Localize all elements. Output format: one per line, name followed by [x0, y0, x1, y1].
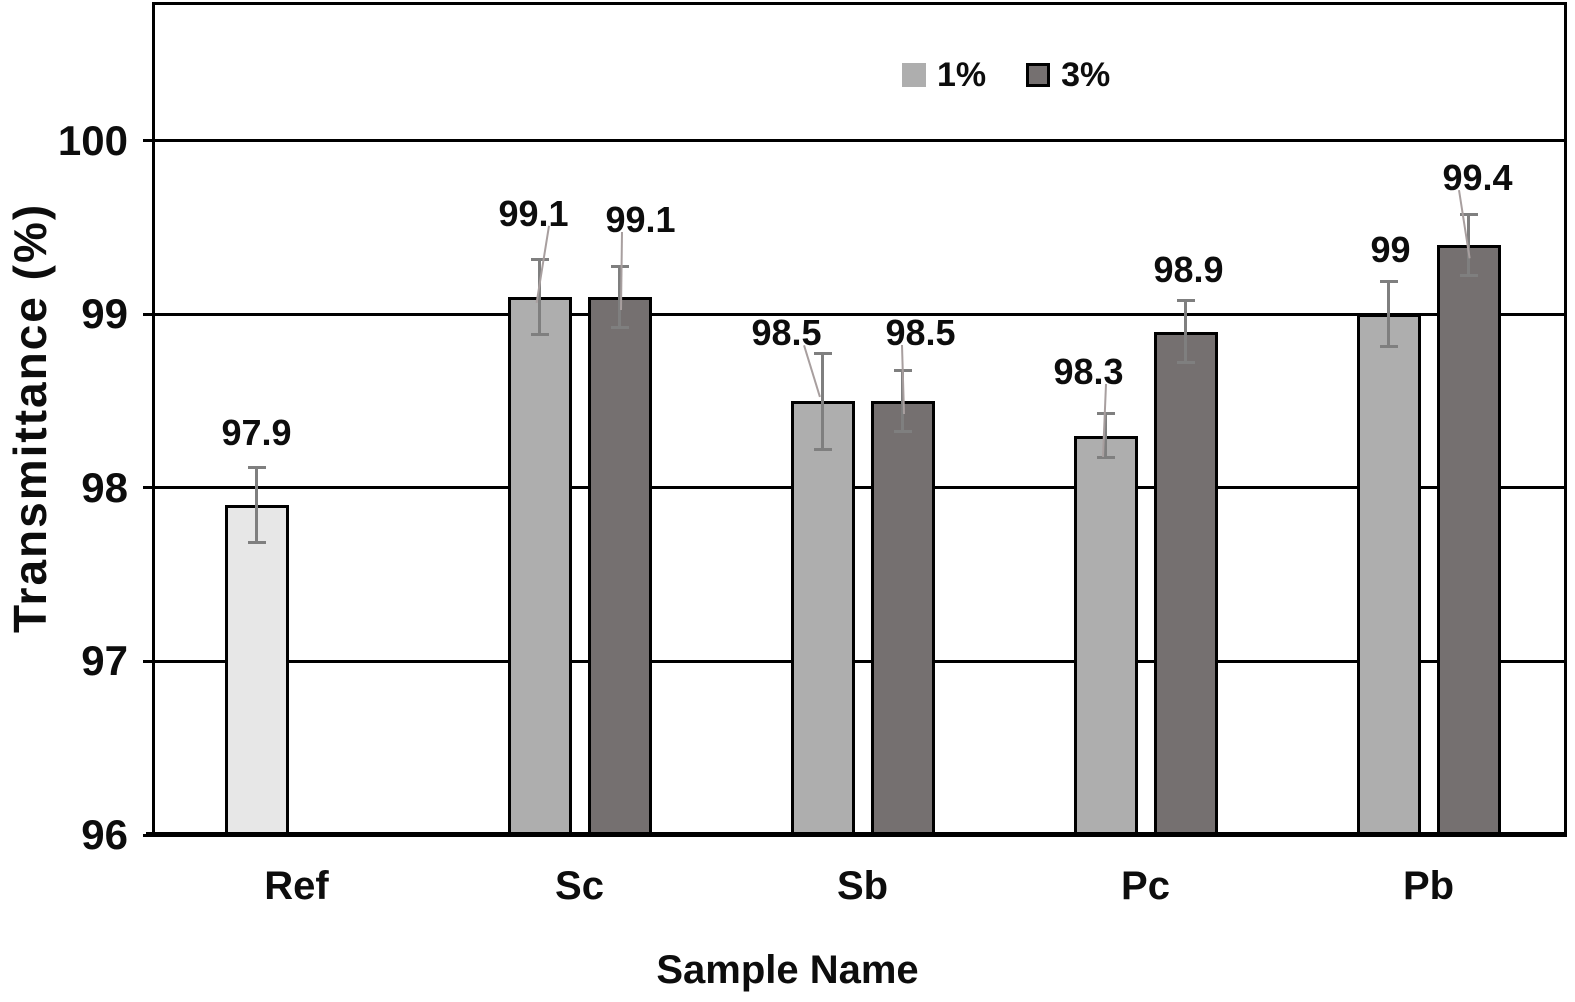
bar-3pct-Sc	[587, 297, 652, 832]
bar-1pct-Sc	[507, 297, 572, 832]
legend-label: 3%	[1061, 56, 1111, 94]
x-category-label: Sb	[836, 864, 889, 908]
gridline	[155, 486, 1564, 490]
y-axis-tick	[143, 139, 152, 143]
x-category-label: Pb	[1402, 864, 1455, 908]
error-bar	[821, 352, 824, 450]
bar-1pct-Ref	[224, 505, 289, 832]
error-bar	[538, 258, 541, 336]
error-bar-cap-top	[610, 264, 629, 268]
error-bar-cap-bottom	[610, 326, 629, 330]
value-label: 99.4	[1442, 156, 1513, 198]
x-category-label: Pc	[1121, 864, 1170, 908]
legend-item-3pct: 3%	[1026, 58, 1110, 92]
gridline	[155, 659, 1564, 663]
error-bar-cap-bottom	[1176, 360, 1195, 364]
error-bar-cap-top	[1459, 212, 1478, 216]
y-tick-label: 96	[81, 811, 128, 858]
error-bar-cap-bottom	[247, 541, 266, 545]
y-axis-tick	[143, 659, 152, 663]
y-axis-tick	[143, 486, 152, 490]
error-bar-cap-bottom	[530, 333, 549, 337]
bar-3pct-Sb	[870, 401, 935, 832]
plot-area	[152, 2, 1567, 835]
gridline	[155, 312, 1564, 316]
y-axis-title: Transmittance (%)	[4, 202, 56, 634]
y-axis-tick	[143, 833, 152, 837]
error-bar-cap-bottom	[1379, 345, 1398, 349]
error-bar-cap-bottom	[1459, 274, 1478, 278]
bar-3pct-Pb	[1436, 244, 1501, 832]
error-bar	[1184, 300, 1187, 363]
bar-1pct-Pb	[1356, 314, 1421, 832]
legend-swatch-3pct	[1026, 63, 1051, 87]
error-bar-cap-top	[530, 257, 549, 261]
y-tick-label: 97	[81, 637, 128, 685]
error-bar-cap-bottom	[1096, 456, 1115, 460]
value-label: 98.3	[1053, 351, 1124, 393]
value-label: 99.1	[498, 192, 569, 234]
y-tick-label: 99	[81, 290, 128, 338]
error-bar-cap-bottom	[893, 430, 912, 434]
value-label: 98.5	[751, 311, 822, 353]
gridline	[155, 139, 1564, 143]
error-bar	[255, 467, 258, 544]
value-label: 98.9	[1153, 249, 1224, 291]
legend-label: 1%	[937, 56, 987, 94]
value-label: 97.9	[221, 412, 292, 454]
error-bar-cap-top	[813, 351, 832, 355]
x-category-label: Sc	[555, 864, 604, 908]
label-leader-line	[619, 231, 623, 310]
x-category-label: Ref	[264, 864, 329, 908]
error-bar-cap-top	[1379, 280, 1398, 284]
value-label: 99.1	[605, 198, 676, 240]
bar-1pct-Sb	[790, 401, 855, 832]
legend: 1% 3%	[902, 58, 1110, 92]
y-tick-label: 98	[81, 463, 128, 511]
value-label: 98.5	[885, 311, 956, 353]
error-bar	[618, 265, 621, 329]
value-label: 99	[1370, 229, 1411, 271]
x-axis-title: Sample Name	[656, 948, 919, 992]
error-bar-cap-bottom	[813, 447, 832, 451]
error-bar	[1387, 281, 1390, 348]
legend-item-1pct: 1%	[902, 58, 986, 92]
bar-3pct-Pc	[1153, 331, 1218, 832]
error-bar-cap-top	[1176, 299, 1195, 303]
legend-swatch-1pct	[902, 63, 926, 87]
y-tick-label: 100	[57, 116, 128, 164]
error-bar	[1104, 413, 1107, 459]
x-axis-line	[146, 832, 1567, 837]
error-bar-cap-top	[247, 466, 266, 470]
bar-1pct-Pc	[1073, 435, 1138, 832]
y-axis-tick	[143, 312, 152, 316]
